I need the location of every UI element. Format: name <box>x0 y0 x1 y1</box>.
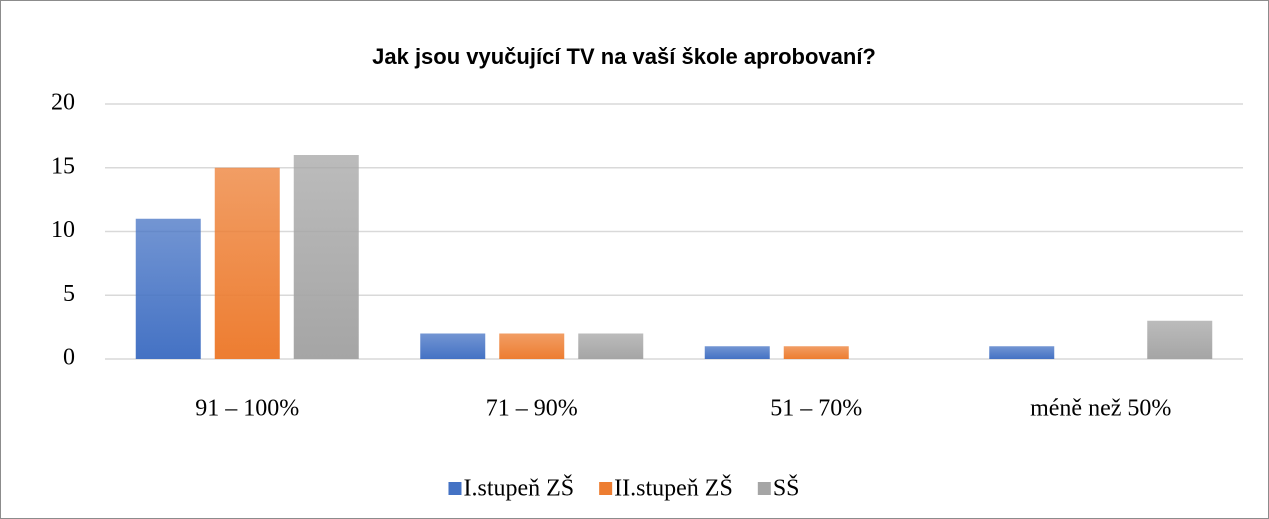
y-tick-label: 15 <box>51 153 75 179</box>
y-tick-label: 10 <box>51 217 75 243</box>
bar <box>293 155 359 359</box>
legend-label: I.stupeň ZŠ <box>463 475 574 502</box>
x-tick-label: méně než 50% <box>1030 396 1171 422</box>
x-tick-label: 91 – 100% <box>195 396 299 422</box>
bar <box>135 218 201 359</box>
x-tick-label: 71 – 90% <box>486 396 578 422</box>
bar <box>578 333 644 359</box>
bar <box>1147 320 1213 359</box>
bar <box>783 346 849 359</box>
chart-title: Jak jsou vyučující TV na vaší škole apro… <box>372 44 876 69</box>
legend-swatch <box>757 482 771 495</box>
legend-label: II.stupeň ZŠ <box>614 475 733 502</box>
legend-swatch <box>599 482 613 495</box>
bar <box>704 346 770 359</box>
bar <box>420 333 486 359</box>
y-tick-label: 0 <box>63 345 75 371</box>
bar <box>989 346 1055 359</box>
y-tick-label: 5 <box>63 281 75 307</box>
legend-swatch <box>448 482 462 495</box>
x-tick-label: 51 – 70% <box>770 396 862 422</box>
bar <box>214 167 280 359</box>
bar <box>499 333 565 359</box>
legend-label: SŠ <box>773 475 800 502</box>
y-tick-label: 20 <box>51 90 75 116</box>
